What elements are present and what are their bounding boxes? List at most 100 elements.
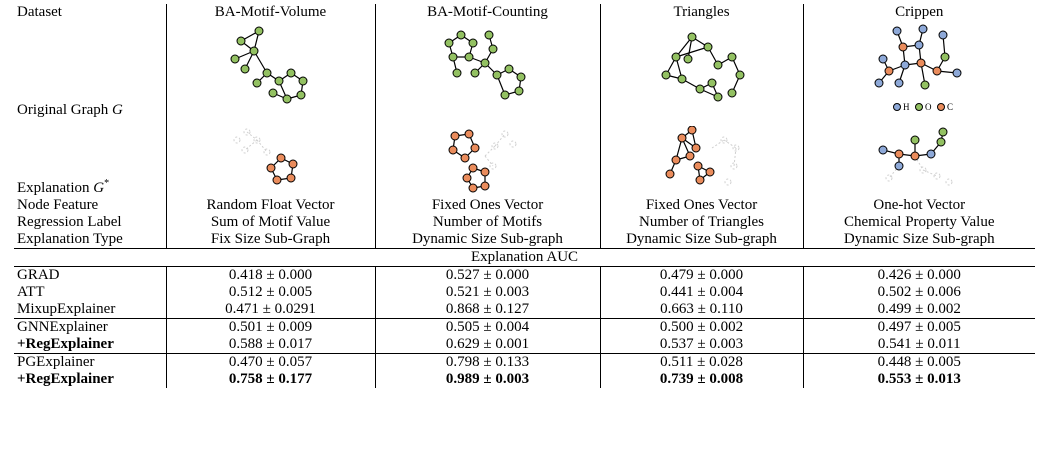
auc-cell: 0.497 ± 0.005 xyxy=(803,318,1035,336)
auc-cell: 0.629 ± 0.001 xyxy=(375,336,601,354)
legend-o-label: O xyxy=(925,102,932,112)
auc-cell: 0.470 ± 0.057 xyxy=(166,353,376,371)
dataset-ba-motif-counting: BA-Motif-Counting xyxy=(375,4,601,21)
node-feature-row: Node Feature Random Float Vector Fixed O… xyxy=(14,197,1035,214)
auc-cell-best: 0.553 ± 0.013 xyxy=(877,371,961,387)
auc-cell-best: 0.758 ± 0.177 xyxy=(166,371,376,388)
explanation-ba-motif-counting xyxy=(375,125,601,197)
auc-cell-best: 0.739 ± 0.008 xyxy=(600,371,804,388)
auc-cell: 0.500 ± 0.002 xyxy=(600,318,804,336)
legend-h-label: H xyxy=(903,102,910,112)
table-row: ATT 0.512 ± 0.005 0.521 ± 0.003 0.441 ± … xyxy=(14,284,1035,301)
legend-o-marker xyxy=(915,103,924,111)
node-feature-cell: Fixed Ones Vector xyxy=(375,197,601,214)
node-feature-cell: Random Float Vector xyxy=(166,197,376,214)
regression-label-row: Regression Label Sum of Motif Value Numb… xyxy=(14,214,1035,231)
legend-h-marker xyxy=(893,103,902,111)
auc-cell: 0.479 ± 0.000 xyxy=(600,266,804,284)
auc-cell: 0.448 ± 0.005 xyxy=(803,353,1035,371)
legend-c-label: C xyxy=(947,102,953,112)
regression-label-cell: Number of Motifs xyxy=(375,214,601,231)
auc-cell: 0.541 ± 0.011 xyxy=(877,336,961,352)
method-name: GNNExplainer xyxy=(14,318,167,336)
header-row: Dataset BA-Motif-Volume BA-Motif-Countin… xyxy=(14,4,1035,21)
explanation-triangles xyxy=(600,125,804,197)
table-row: MixupExplainer 0.471 ± 0.0291 0.868 ± 0.… xyxy=(14,301,1035,319)
original-graph-ba-motif-counting xyxy=(375,21,601,125)
method-name: +RegExplainer xyxy=(14,336,167,354)
auc-cell: 0.505 ± 0.004 xyxy=(375,318,601,336)
results-table: Dataset BA-Motif-Volume BA-Motif-Countin… xyxy=(14,4,1035,388)
regression-label-cell: Chemical Property Value xyxy=(843,214,995,230)
table-row: GRAD 0.418 ± 0.000 0.527 ± 0.000 0.479 ±… xyxy=(14,266,1035,284)
original-graph-crippen: H O C xyxy=(803,21,1035,125)
explanation-illustration xyxy=(665,126,739,186)
explanation-label: Explanation G* xyxy=(14,125,167,197)
auc-cell: 0.441 ± 0.004 xyxy=(600,284,804,301)
original-graph-ba-motif-volume xyxy=(166,21,376,125)
table-row: +RegExplainer 0.758 ± 0.177 0.989 ± 0.00… xyxy=(14,371,1035,388)
table-row: GNNExplainer 0.501 ± 0.009 0.505 ± 0.004… xyxy=(14,318,1035,336)
dataset-triangles: Triangles xyxy=(600,4,804,21)
graph-illustration: H O C xyxy=(874,24,962,112)
section-title: Explanation AUC xyxy=(14,248,1035,267)
regression-label-cell: Sum of Motif Value xyxy=(166,214,376,231)
explanation-type-cell: Fix Size Sub-Graph xyxy=(166,231,376,249)
explanation-crippen xyxy=(803,125,1035,197)
regression-label-cell: Number of Triangles xyxy=(600,214,804,231)
auc-cell: 0.512 ± 0.005 xyxy=(166,284,376,301)
auc-cell: 0.663 ± 0.110 xyxy=(600,301,804,319)
auc-cell: 0.426 ± 0.000 xyxy=(803,266,1035,284)
original-graph-label: Original Graph G xyxy=(14,21,167,125)
explanation-illustration xyxy=(448,129,516,193)
atom-legend: H O C xyxy=(893,102,953,112)
auc-cell: 0.471 ± 0.0291 xyxy=(166,301,376,319)
auc-cell: 0.418 ± 0.000 xyxy=(166,266,376,284)
method-name: ATT xyxy=(14,284,167,301)
graph-illustration xyxy=(230,26,307,104)
dataset-crippen: Crippen xyxy=(895,4,944,20)
auc-cell: 0.527 ± 0.000 xyxy=(375,266,601,284)
explanation-illustration xyxy=(233,128,297,185)
explanation-ba-motif-volume xyxy=(166,125,376,197)
auc-cell: 0.501 ± 0.009 xyxy=(166,318,376,336)
explanation-type-cell: Dynamic Size Sub-graph xyxy=(843,231,995,247)
method-name: PGExplainer xyxy=(14,353,167,371)
explanation-type-cell: Dynamic Size Sub-graph xyxy=(600,231,804,249)
explanation-symbol: G xyxy=(93,180,105,196)
auc-cell: 0.511 ± 0.028 xyxy=(600,353,804,371)
auc-cell: 0.502 ± 0.006 xyxy=(877,284,961,300)
graph-illustration xyxy=(661,32,744,102)
regression-label-label: Regression Label xyxy=(14,214,167,231)
dataset-header: Dataset xyxy=(14,4,167,21)
method-name: +RegExplainer xyxy=(14,371,167,388)
auc-cell-best: 0.989 ± 0.003 xyxy=(375,371,601,388)
explanation-type-label: Explanation Type xyxy=(14,231,167,249)
auc-cell: 0.868 ± 0.127 xyxy=(375,301,601,319)
explanation-type-cell: Dynamic Size Sub-graph xyxy=(375,231,601,249)
method-name: GRAD xyxy=(14,266,167,284)
auc-cell: 0.499 ± 0.002 xyxy=(877,301,961,317)
auc-cell: 0.798 ± 0.133 xyxy=(375,353,601,371)
dataset-ba-motif-volume: BA-Motif-Volume xyxy=(166,4,376,21)
method-name: MixupExplainer xyxy=(14,301,167,319)
table-row: +RegExplainer 0.588 ± 0.017 0.629 ± 0.00… xyxy=(14,336,1035,354)
node-feature-label: Node Feature xyxy=(14,197,167,214)
auc-cell: 0.521 ± 0.003 xyxy=(375,284,601,301)
node-feature-cell: One-hot Vector xyxy=(873,197,966,213)
explanation-row: Explanation G* xyxy=(14,125,1035,197)
explanation-sup: * xyxy=(104,178,110,189)
legend-c-marker xyxy=(937,103,946,111)
node-feature-cell: Fixed Ones Vector xyxy=(600,197,804,214)
original-graph-row: Original Graph G xyxy=(14,21,1035,125)
explanation-type-row: Explanation Type Fix Size Sub-Graph Dyna… xyxy=(14,231,1035,249)
table-row: PGExplainer 0.470 ± 0.057 0.798 ± 0.133 … xyxy=(14,353,1035,371)
auc-cell: 0.537 ± 0.003 xyxy=(600,336,804,354)
graph-symbol: G xyxy=(111,102,123,118)
explanation-illustration xyxy=(878,127,953,186)
original-graph-triangles xyxy=(600,21,804,125)
auc-cell: 0.588 ± 0.017 xyxy=(166,336,376,354)
section-title-row: Explanation AUC xyxy=(14,248,1035,267)
graph-illustration xyxy=(444,30,525,100)
